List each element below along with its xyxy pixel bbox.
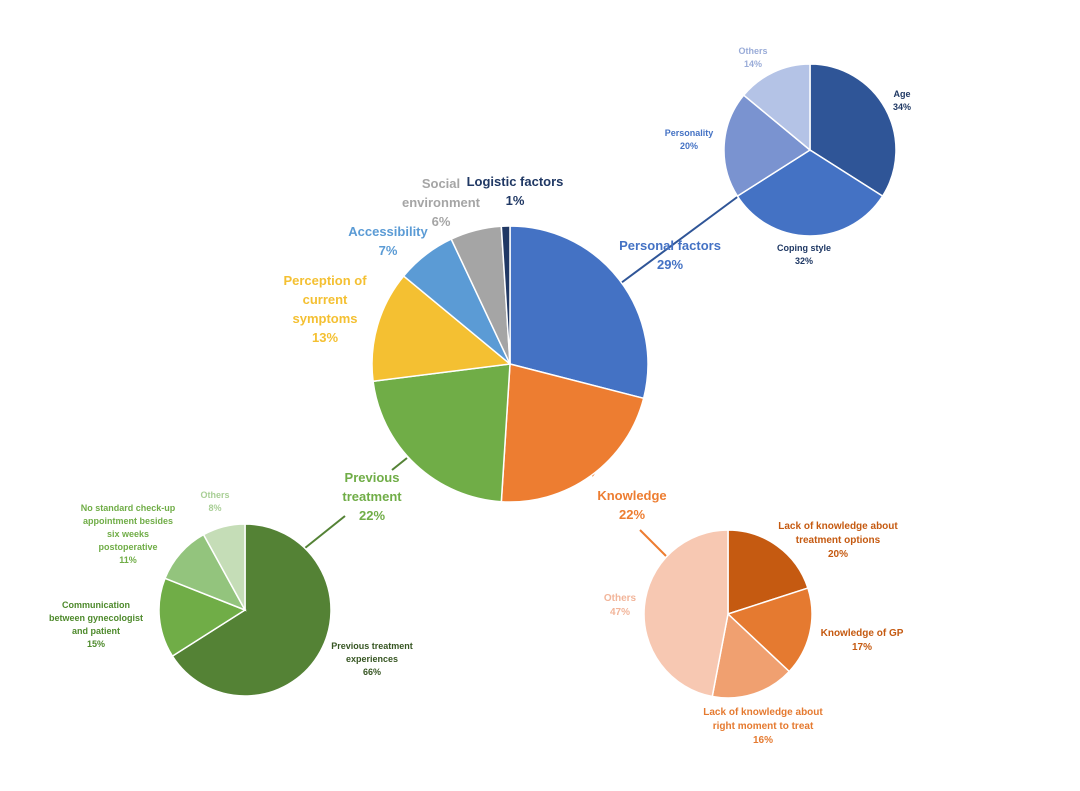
slice-personality [723, 94, 812, 198]
category-label-lack-of-knowledge-about-right-moment-to-: Lack of knowledge about [703, 707, 823, 718]
category-label-lack-of-knowledge-about-treatment-option: Lack of knowledge about [778, 521, 898, 532]
slice-perception-of-current-symptoms [371, 274, 512, 383]
slice-personal-factors [509, 225, 649, 400]
slice-previous-treatment [372, 363, 511, 503]
category-label-coping-style: Coping style [777, 243, 831, 253]
slice-others [742, 63, 811, 152]
value-label-others: 47% [610, 607, 630, 618]
category-label-no-standard-check-up-appointment-besides: appointment besides [83, 516, 173, 526]
value-label-accessibility: 7% [379, 243, 398, 258]
value-label-logistic-factors: 1% [506, 193, 525, 208]
category-label-lack-of-knowledge-about-right-moment-to-: right moment to treat [713, 721, 814, 732]
category-label-others: Others [200, 490, 229, 500]
category-label-accessibility: Accessibility [348, 224, 428, 239]
category-label-no-standard-check-up-appointment-besides: postoperative [98, 542, 157, 552]
value-label-communication-between-gynecologist-and-p: 15% [87, 639, 105, 649]
value-label-lack-of-knowledge-about-right-moment-to-: 16% [753, 735, 773, 746]
category-label-others: Others [604, 593, 637, 604]
category-label-social-environment: environment [402, 195, 481, 210]
value-label-others: 8% [208, 503, 221, 513]
value-label-coping-style: 32% [795, 256, 813, 266]
category-label-communication-between-gynecologist-and-p: Communication [62, 600, 130, 610]
category-label-perception-of-current-symptoms: symptoms [292, 311, 357, 326]
slice-logistic-factors [500, 225, 511, 365]
value-label-no-standard-check-up-appointment-besides: 11% [119, 555, 137, 565]
slice-others [643, 529, 729, 698]
slice-lack-of-knowledge-about-treatment-option [727, 529, 809, 616]
category-label-personal-factors: Personal factors [619, 238, 721, 253]
category-label-communication-between-gynecologist-and-p: between gynecologist [49, 613, 143, 623]
category-label-lack-of-knowledge-about-treatment-option: treatment options [796, 535, 881, 546]
value-label-previous-treatment-experiences: 66% [363, 667, 381, 677]
value-label-personal-factors: 29% [657, 257, 683, 272]
value-label-others: 14% [744, 59, 762, 69]
slice-lack-of-knowledge-about-right-moment-to- [711, 612, 791, 699]
connector-previous-treatment [391, 457, 408, 471]
connector-knowledge-sub [639, 529, 667, 557]
value-label-perception-of-current-symptoms: 13% [312, 330, 338, 345]
slice-knowledge-of-gp [726, 587, 813, 673]
value-label-previous-treatment: 22% [359, 508, 385, 523]
category-label-age: Age [893, 89, 910, 99]
connector-personal-factors [620, 194, 741, 284]
category-label-knowledge-of-gp: Knowledge of GP [821, 628, 904, 639]
value-label-social-environment: 6% [432, 214, 451, 229]
slice-coping-style [736, 149, 884, 237]
category-label-knowledge: Knowledge [597, 488, 666, 503]
category-label-no-standard-check-up-appointment-besides: No standard check-up [81, 503, 176, 513]
value-label-knowledge-of-gp: 17% [852, 642, 872, 653]
category-label-personality: Personality [665, 128, 714, 138]
connector-previous-treatment-sub [304, 515, 346, 549]
slice-previous-treatment-experiences [171, 523, 332, 697]
category-label-perception-of-current-symptoms: current [303, 292, 348, 307]
category-label-communication-between-gynecologist-and-p: and patient [72, 626, 120, 636]
value-label-personality: 20% [680, 141, 698, 151]
category-label-previous-treatment-experiences: Previous treatment [331, 641, 413, 651]
category-label-others: Others [738, 46, 767, 56]
slice-others [202, 523, 246, 611]
category-label-perception-of-current-symptoms: Perception of [283, 273, 367, 288]
category-label-previous-treatment: treatment [342, 489, 402, 504]
value-label-lack-of-knowledge-about-treatment-option: 20% [828, 549, 848, 560]
slice-knowledge [500, 363, 645, 503]
slice-communication-between-gynecologist-and-p [158, 577, 247, 658]
category-label-previous-treatment: Previous [345, 470, 400, 485]
value-label-knowledge: 22% [619, 507, 645, 522]
category-label-social-environment: Social [422, 176, 460, 191]
category-label-logistic-factors: Logistic factors [467, 174, 564, 189]
category-label-previous-treatment-experiences: experiences [346, 654, 398, 664]
category-label-no-standard-check-up-appointment-besides: six weeks [107, 529, 149, 539]
value-label-age: 34% [893, 102, 911, 112]
